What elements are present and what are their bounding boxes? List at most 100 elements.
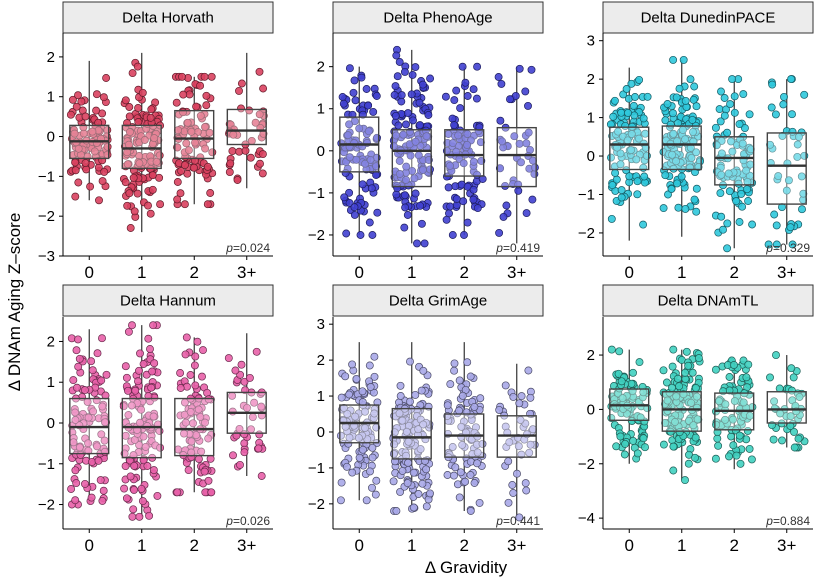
- data-point: [622, 166, 631, 175]
- panel-1: Delta PhenoAge −2 −1 0 1 2 0 1 2 3+ p=0.419: [308, 1, 544, 282]
- data-point: [634, 134, 643, 143]
- data-point: [71, 496, 80, 505]
- x-axis-title: Δ Gravidity: [425, 558, 508, 577]
- data-point: [69, 376, 78, 385]
- panel-title: Delta Horvath: [122, 10, 214, 27]
- data-point: [446, 161, 454, 170]
- data-point: [204, 434, 213, 443]
- data-point: [133, 189, 142, 198]
- data-point: [495, 228, 504, 237]
- data-point: [723, 244, 732, 253]
- data-point: [134, 104, 143, 112]
- data-point: [389, 477, 398, 486]
- data-point: [411, 63, 420, 72]
- data-point: [74, 91, 82, 100]
- data-point: [202, 91, 211, 100]
- data-point: [778, 436, 786, 445]
- data-point: [463, 218, 472, 227]
- data-point: [443, 401, 452, 410]
- data-point: [720, 111, 729, 120]
- data-point: [607, 345, 616, 354]
- data-point: [153, 491, 162, 500]
- p-value-label: p=0.024: [225, 241, 270, 255]
- box-group-0: [337, 64, 382, 239]
- data-point: [668, 383, 676, 392]
- data-point: [690, 195, 699, 204]
- box-group-1: [389, 45, 435, 248]
- data-point: [173, 178, 182, 186]
- data-point: [191, 381, 200, 390]
- y-tick-label: 1: [47, 89, 55, 106]
- data-point: [770, 210, 779, 219]
- data-point: [456, 104, 465, 113]
- y-tick-label: −3: [38, 248, 55, 265]
- data-point: [348, 468, 357, 477]
- data-point: [367, 184, 376, 193]
- data-point: [780, 92, 788, 101]
- data-point: [728, 75, 737, 84]
- data-point: [366, 467, 374, 476]
- data-point: [669, 129, 678, 138]
- data-point: [724, 169, 733, 178]
- data-point: [147, 383, 156, 392]
- data-point: [793, 140, 802, 149]
- data-point: [74, 178, 83, 187]
- y-tick-label: 0: [587, 401, 595, 418]
- data-point: [747, 455, 756, 464]
- data-point: [459, 197, 468, 206]
- data-point: [125, 456, 134, 465]
- data-point: [745, 444, 754, 453]
- data-point: [415, 121, 424, 130]
- data-point: [509, 489, 518, 497]
- data-point: [350, 203, 359, 212]
- data-point: [639, 114, 648, 123]
- data-point: [369, 107, 378, 116]
- data-point: [475, 123, 484, 132]
- data-point: [84, 446, 93, 455]
- data-point: [446, 202, 455, 211]
- data-point: [511, 91, 520, 100]
- data-point: [766, 373, 774, 382]
- data-point: [406, 357, 414, 366]
- data-point: [789, 373, 798, 382]
- data-point: [717, 87, 725, 96]
- data-point: [122, 373, 131, 382]
- data-point: [669, 109, 677, 118]
- data-point: [126, 472, 135, 481]
- data-point: [370, 352, 379, 361]
- data-point: [124, 411, 133, 419]
- x-tick-label: 2: [190, 536, 199, 555]
- data-point: [207, 72, 216, 81]
- data-point: [454, 131, 463, 140]
- panel-3: Delta Hannum −2 −1 0 1 2 0 1 2 3+ p=0.026: [38, 284, 274, 555]
- data-point: [730, 108, 739, 117]
- x-tick-label: 2: [190, 263, 199, 282]
- data-point: [788, 110, 796, 119]
- panel-2: Delta DunedinPACE −2 −1 0 1 2 3 0 1 2 3+ p=0.329: [578, 1, 814, 282]
- data-point: [145, 511, 154, 520]
- data-point: [799, 189, 808, 198]
- data-point: [450, 96, 459, 105]
- y-tick-label: 2: [317, 352, 325, 369]
- data-point: [182, 333, 191, 342]
- data-point: [178, 72, 186, 81]
- box-group-2: [441, 62, 487, 239]
- data-point: [237, 360, 246, 369]
- p-value-label: p=0.026: [225, 514, 270, 528]
- data-point: [141, 442, 150, 451]
- data-point: [148, 367, 157, 376]
- data-point: [98, 402, 107, 411]
- data-point: [233, 176, 242, 184]
- data-point: [340, 193, 349, 202]
- y-tick-label: −1: [38, 168, 55, 185]
- data-point: [720, 94, 729, 102]
- x-tick-label: 0: [625, 536, 634, 555]
- data-point: [144, 201, 152, 210]
- data-point: [245, 373, 254, 382]
- box-iqr: [766, 132, 807, 205]
- data-point: [125, 112, 134, 121]
- data-point: [677, 172, 686, 181]
- data-point: [730, 361, 738, 369]
- data-point: [411, 137, 420, 146]
- data-point: [686, 75, 695, 84]
